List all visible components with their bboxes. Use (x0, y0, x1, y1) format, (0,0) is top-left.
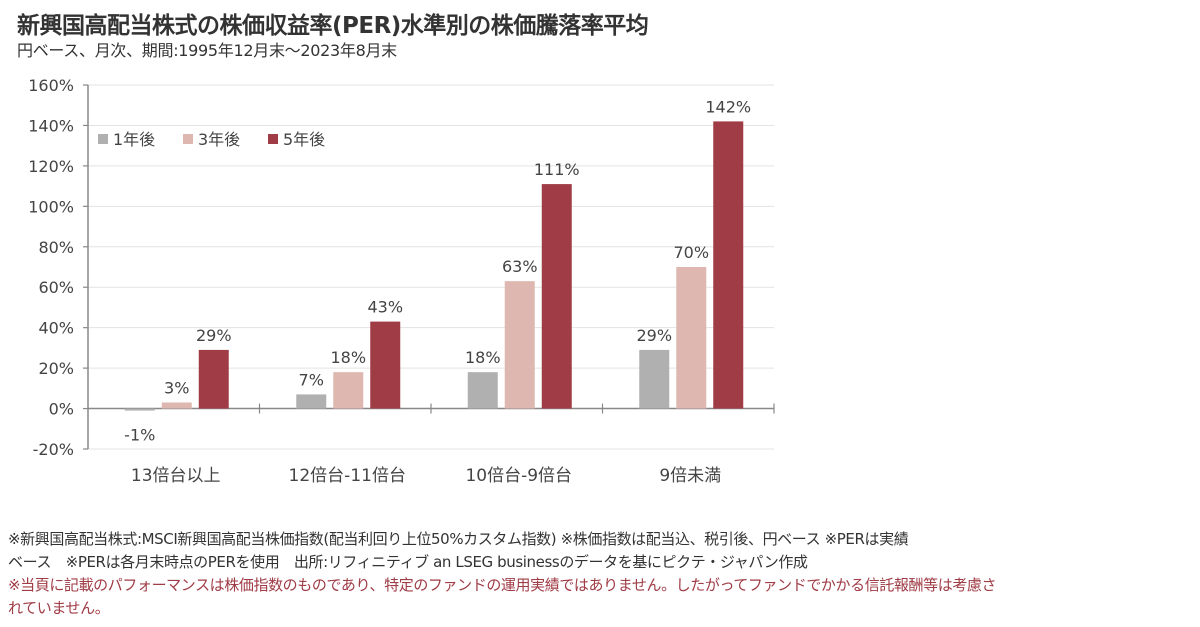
chart-title: 新興国高配当株式の株価収益率(PER)水準別の株価騰落率平均 (17, 13, 649, 39)
legend-label: 3年後 (198, 130, 240, 149)
y-tick-label: 40% (38, 319, 74, 338)
bar-chart: -20% 0% 20% 40% 60% 80% 100% 120% 140% 160% -1% 3% 2… (28, 76, 775, 486)
data-label: 43% (367, 298, 403, 317)
y-tick-label: 120% (28, 157, 74, 176)
legend-label: 1年後 (113, 130, 155, 149)
data-label: -1% (124, 426, 155, 445)
x-tick-label: 13倍台以上 (131, 466, 221, 486)
data-label: 18% (330, 348, 366, 367)
bar-1年後 (639, 349, 670, 409)
data-label: 18% (465, 348, 501, 367)
footnote-disclaimer-1: ※当頁に記載のパフォーマンスは株価指数のものであり、特定のファンドの運用実績では… (8, 576, 997, 594)
y-tick-label: 140% (28, 116, 74, 135)
legend-swatch (268, 134, 278, 144)
data-label: 7% (299, 370, 324, 389)
bar-3年後 (333, 372, 364, 409)
data-label: 63% (502, 257, 538, 276)
data-label: 70% (673, 243, 709, 262)
bar-3年後 (676, 267, 707, 409)
bar-5年後 (198, 349, 229, 409)
data-label: 111% (534, 160, 580, 179)
x-tick-label: 12倍台-11倍台 (289, 466, 406, 486)
legend-swatch (183, 134, 193, 144)
footnote-source-1: ※新興国高配当株式:MSCI新興国高配当株価指数(配当利回り上位50%カスタム指… (8, 530, 909, 548)
data-label: 29% (196, 326, 232, 345)
y-tick-label: 20% (38, 359, 74, 378)
bar-1年後 (296, 394, 327, 409)
chart-subtitle: 円ベース、月次、期間:1995年12月末～2023年8月末 (17, 41, 397, 60)
legend-swatch (98, 134, 108, 144)
bar-3年後 (161, 402, 192, 409)
x-tick-label: 9倍未満 (659, 466, 721, 486)
y-tick-label: 80% (38, 238, 74, 257)
bar-3年後 (504, 281, 535, 409)
y-tick-label: 100% (28, 197, 74, 216)
footnote-disclaimer-2: れていません。 (8, 599, 110, 617)
x-tick-label: 10倍台-9倍台 (465, 466, 572, 486)
data-label: 142% (705, 97, 751, 116)
legend-label: 5年後 (283, 130, 325, 149)
data-label: 3% (164, 378, 189, 397)
bar-5年後 (370, 321, 401, 409)
footnote-source-2: ベース ※PERは各月末時点のPERを使用 出所:リフィニティブ an LSEG… (8, 553, 808, 571)
y-tick-label: 60% (38, 278, 74, 297)
bar-5年後 (541, 184, 572, 409)
y-tick-label: 160% (28, 76, 74, 95)
data-label: 29% (636, 326, 672, 345)
y-tick-label: -20% (33, 440, 74, 459)
y-tick-label: 0% (49, 400, 74, 419)
bar-5年後 (713, 121, 744, 409)
bar-1年後 (124, 408, 155, 411)
bar-1年後 (467, 372, 498, 409)
